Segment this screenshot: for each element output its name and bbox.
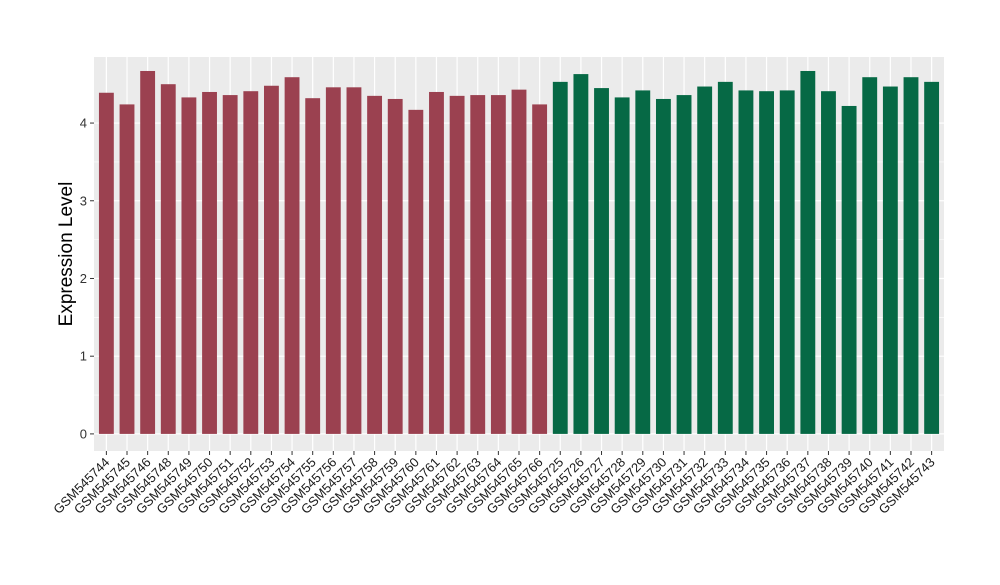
bar-GSM545764 [490, 95, 506, 434]
bar-GSM545741 [882, 86, 898, 434]
bar-GSM545753 [264, 85, 279, 434]
y-tick-label: 0 [80, 426, 87, 441]
bar-GSM545762 [449, 95, 465, 434]
bar-GSM545746 [140, 70, 156, 434]
bar-GSM545758 [367, 95, 383, 434]
bar-GSM545729 [635, 90, 651, 434]
bar-GSM545740 [862, 77, 878, 434]
bars [98, 70, 940, 434]
bar-GSM545727 [594, 88, 609, 434]
bar-GSM545760 [408, 109, 424, 434]
bar-GSM545757 [346, 87, 362, 434]
bar-GSM545761 [429, 91, 444, 434]
bar-GSM545742 [903, 77, 919, 434]
bar-GSM545737 [800, 70, 816, 434]
bar-GSM545752 [243, 91, 259, 434]
bar-GSM545726 [573, 74, 589, 434]
y-tick-label: 2 [80, 271, 87, 286]
bar-GSM545725 [552, 81, 568, 434]
bar-GSM545736 [779, 90, 795, 434]
bar-GSM545751 [222, 95, 238, 434]
bar-GSM545732 [697, 86, 713, 434]
bar-GSM545728 [614, 97, 630, 434]
bar-GSM545759 [387, 98, 403, 434]
bar-GSM545730 [655, 98, 671, 434]
bar-GSM545766 [532, 104, 548, 434]
y-tick-label: 1 [80, 349, 87, 364]
bar-GSM545754 [284, 77, 300, 434]
bar-GSM545734 [738, 90, 754, 434]
bar-GSM545745 [119, 104, 135, 434]
bar-GSM545763 [470, 95, 486, 434]
y-axis: 0 1 2 3 4 [80, 116, 94, 441]
bar-GSM545739 [841, 105, 857, 434]
x-axis: GSM545744GSM545745GSM545746GSM545748GSM5… [50, 451, 938, 517]
bar-GSM545743 [924, 81, 940, 434]
bar-GSM545744 [98, 92, 114, 434]
bar-GSM545749 [181, 97, 197, 434]
y-axis-title: Expression Level [56, 182, 77, 327]
bar-GSM545738 [821, 91, 836, 434]
y-tick-label: 4 [80, 116, 87, 131]
bar-GSM545750 [202, 91, 217, 434]
y-tick-label: 3 [80, 193, 87, 208]
bar-GSM545735 [759, 91, 774, 434]
bar-GSM545756 [325, 87, 341, 434]
bar-GSM545765 [511, 89, 527, 434]
bar-GSM545733 [717, 81, 733, 434]
bar-GSM545748 [160, 84, 176, 434]
bar-GSM545755 [305, 98, 321, 434]
bar-GSM545731 [676, 95, 692, 434]
